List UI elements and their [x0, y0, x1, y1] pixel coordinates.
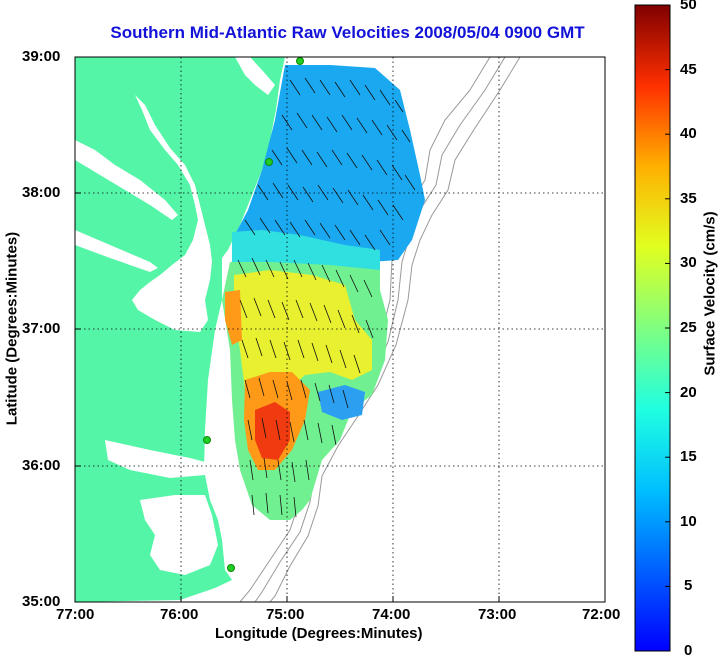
y-tick-label: 35:00	[22, 593, 61, 610]
velocity-field-red	[255, 402, 290, 460]
y-axis-label: Latitude (Degrees:Minutes)	[3, 231, 21, 426]
y-tick-label: 38:00	[22, 184, 61, 201]
colorbar-tick-label: 5	[684, 577, 693, 594]
chesapeake-bay	[132, 95, 212, 332]
colorbar-tick-label: 15	[680, 448, 697, 465]
grid-lines	[75, 57, 605, 602]
colorbar-ticks	[665, 69, 670, 587]
x-tick-label: 77:00	[56, 606, 95, 623]
velocity-field	[222, 65, 425, 520]
delaware-bay	[235, 57, 275, 95]
velocity-vectors	[237, 77, 416, 518]
velocity-field-blue	[232, 65, 425, 272]
colorbar-tick-label: 45	[680, 61, 697, 78]
station-marker	[296, 57, 304, 65]
station-marker	[203, 436, 211, 444]
colorbar-tick-label: 25	[680, 319, 697, 336]
x-axis-label: Longitude (Degrees:Minutes)	[215, 625, 423, 642]
y-tick-label: 37:00	[22, 320, 61, 337]
potomac-river	[75, 140, 178, 220]
colorbar-tick-label: 0	[684, 642, 693, 659]
y-tick-label: 36:00	[22, 457, 61, 474]
radar-stations	[203, 57, 304, 572]
colorbar-tick-label: 10	[680, 513, 697, 530]
x-tick-label: 73:00	[478, 606, 517, 623]
albemarle-sound	[105, 440, 205, 478]
y-tick-label: 39:00	[22, 48, 61, 65]
colorbar-tick-label: 35	[680, 190, 697, 207]
pamlico-sound	[140, 495, 218, 575]
colorbar-tick-label: 30	[680, 254, 697, 271]
velocity-field-orange-west	[225, 290, 242, 345]
x-tick-label: 76:00	[160, 606, 199, 623]
x-tick-label: 72:00	[582, 606, 621, 623]
station-marker	[227, 564, 235, 572]
axis-ticks	[75, 192, 500, 602]
colorbar-label: Surface Velocity (cm/s)	[701, 211, 719, 376]
rappahannock-river	[75, 230, 158, 272]
station-marker	[265, 158, 273, 166]
x-tick-label: 75:00	[266, 606, 305, 623]
velocity-field-yellow	[234, 270, 372, 400]
x-tick-label: 74:00	[372, 606, 411, 623]
colorbar-tick-label: 20	[680, 384, 697, 401]
colorbar-tick-label: 50	[680, 0, 697, 13]
colorbar	[634, 4, 671, 652]
map-title: Southern Mid-Atlantic Raw Velocities 200…	[110, 23, 585, 42]
colorbar-tick-label: 40	[680, 125, 697, 142]
velocity-field-blue-southeast	[318, 385, 365, 420]
